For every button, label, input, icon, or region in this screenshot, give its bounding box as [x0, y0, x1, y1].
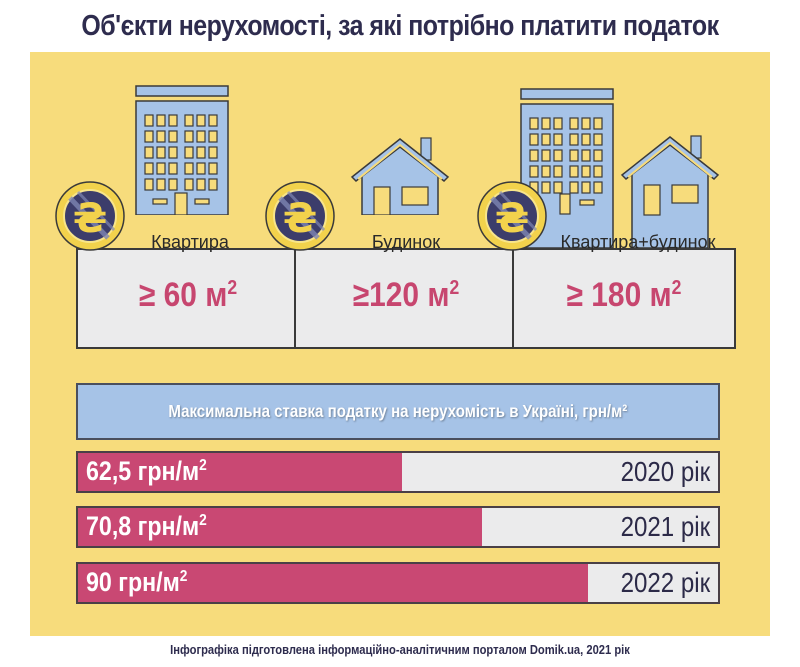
card-house [294, 248, 518, 349]
card-value-apartment-house: ≥ 180 м2 [566, 276, 682, 314]
hryvnia-coin-icon: ₴ [265, 181, 335, 251]
bar-year-2021: 2021 рік [620, 511, 710, 542]
bar-fill-2022 [78, 564, 588, 602]
card-value-apartment: ≥ 60 м2 [138, 276, 238, 314]
bar-value-2021: 70,8 грн/м2 [86, 511, 207, 541]
bar-fill-2021 [78, 508, 482, 546]
rates-header: Максимальна ставка податку на нерухоміст… [76, 383, 720, 440]
card-label-apartment-house: Квартира+будинок [560, 232, 716, 252]
bar-year-2020: 2020 рік [620, 456, 710, 487]
card-value-house: ≥120 м2 [352, 276, 460, 314]
hryvnia-coin-icon: ₴ [477, 181, 547, 251]
bar-year-2022: 2022 рік [620, 567, 710, 598]
svg-text:₴: ₴ [283, 196, 317, 242]
card-apartment-house [512, 248, 736, 349]
bar-value-2020: 62,5 грн/м2 [86, 456, 207, 486]
card-apartment [76, 248, 300, 349]
bar-2020: 62,5 грн/м2 2020 рік [76, 451, 720, 493]
page-title: Об'єкти нерухомості, за які потрібно пла… [81, 10, 719, 42]
apartment-building-icon [135, 85, 229, 215]
svg-text:₴: ₴ [495, 196, 529, 242]
apartment-and-house-icon [520, 88, 720, 248]
rates-header-text: Максимальна ставка податку на нерухоміст… [168, 401, 628, 421]
bar-2022: 90 грн/м2 2022 рік [76, 562, 720, 604]
card-label-apartment: Квартира [151, 232, 229, 252]
svg-text:₴: ₴ [73, 196, 107, 242]
bar-value-2022: 90 грн/м2 [86, 567, 188, 597]
footer-credit: Інфографіка підготовлена інформаційно-ан… [170, 642, 630, 657]
card-label-house: Будинок [371, 232, 441, 252]
bar-fill-2020 [78, 453, 402, 491]
hryvnia-coin-icon: ₴ [55, 181, 125, 251]
house-icon [350, 137, 450, 215]
bar-2021: 70,8 грн/м2 2021 рік [76, 506, 720, 548]
